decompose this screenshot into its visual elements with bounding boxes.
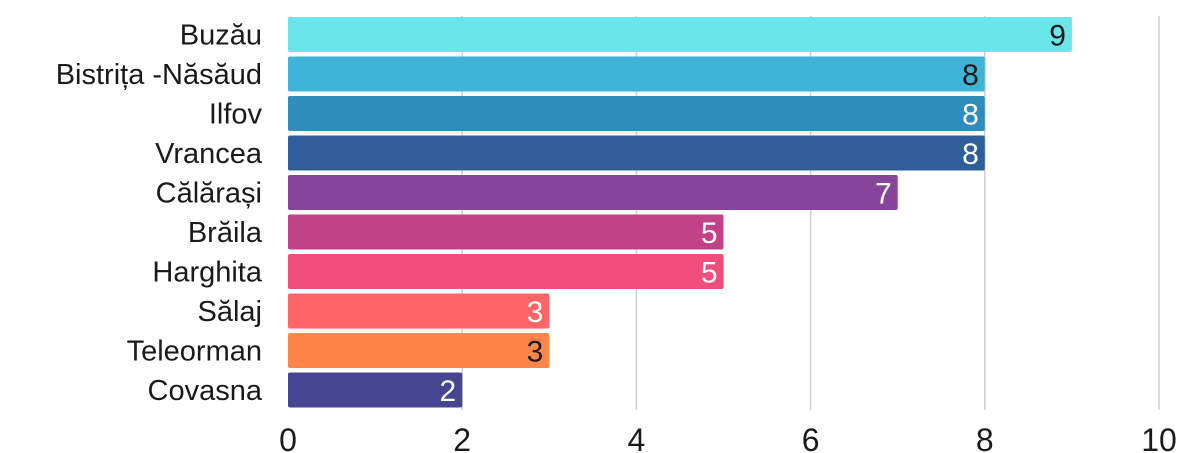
data-label-0: 9: [1049, 20, 1066, 53]
x-axis-tick-labels: 0 2 4 6 8 10: [279, 422, 1177, 453]
category-label-7: Sălaj: [198, 296, 263, 328]
data-label-4: 7: [875, 178, 892, 211]
bar-6: [288, 254, 724, 289]
bar-8: [288, 333, 550, 368]
bar-5: [288, 214, 724, 250]
category-label-3: Vrancea: [155, 138, 263, 170]
data-label-2: 8: [962, 99, 979, 132]
category-label-9: Covasna: [148, 375, 263, 407]
data-label-7: 3: [527, 296, 544, 329]
data-label-5: 5: [701, 217, 718, 250]
bar-4: [288, 175, 898, 210]
category-label-0: Buzău: [180, 20, 262, 52]
category-labels: Buzău Bistrița -Năsăud Ilfov Vrancea Călăraș…: [56, 20, 263, 408]
x-tick-label-0: 0: [279, 422, 297, 453]
category-label-5: Brăila: [188, 217, 263, 249]
bars: [288, 17, 1072, 408]
data-label-9: 2: [440, 375, 457, 408]
x-tick-label-8: 8: [976, 422, 994, 453]
data-label-6: 5: [701, 257, 718, 290]
bar-3: [288, 135, 985, 171]
bar-9: [288, 372, 463, 408]
data-label-1: 8: [962, 59, 979, 92]
data-label-3: 8: [962, 138, 979, 171]
category-label-4: Călărași: [156, 178, 262, 210]
x-tick-label-10: 10: [1141, 422, 1177, 453]
category-label-8: Teleorman: [127, 336, 262, 368]
category-label-1: Bistrița -Năsăud: [56, 59, 262, 91]
bar-2: [288, 96, 985, 131]
bar-0: [288, 17, 1072, 52]
data-labels: 9 8 8 8 7 5 5 3 3 2: [440, 20, 1066, 409]
category-label-6: Harghita: [152, 257, 262, 289]
bar-1: [288, 56, 985, 92]
bar-7: [288, 293, 550, 329]
x-tick-label-2: 2: [453, 422, 471, 453]
x-tick-label-4: 4: [628, 422, 646, 453]
category-label-2: Ilfov: [209, 99, 263, 131]
data-label-8: 3: [527, 336, 544, 369]
x-tick-label-6: 6: [802, 422, 820, 453]
